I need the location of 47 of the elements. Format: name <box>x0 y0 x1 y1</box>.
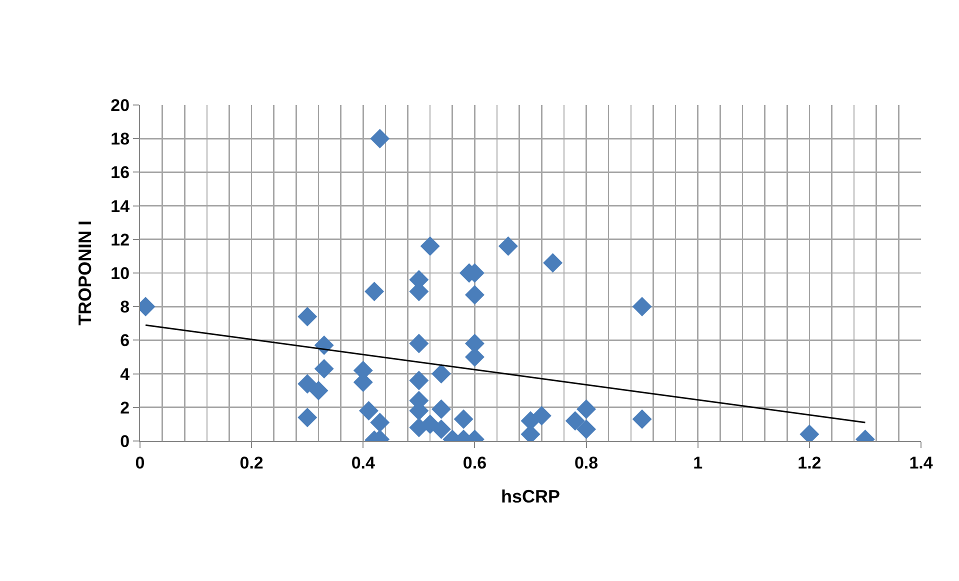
x-tick-label: 0.6 <box>462 453 487 472</box>
y-tick-label: 10 <box>110 264 130 283</box>
y-axis-title: TROPONIN I <box>74 220 95 326</box>
y-tick-label: 2 <box>120 398 130 418</box>
point <box>431 399 451 419</box>
point <box>431 364 451 384</box>
point <box>532 406 552 426</box>
x-tick-label: 1.4 <box>909 453 934 472</box>
x-tick-label: 1 <box>693 453 703 472</box>
point <box>632 409 652 429</box>
point <box>364 282 384 302</box>
point <box>565 411 585 431</box>
point <box>420 236 440 256</box>
x-tick-label: 0.4 <box>351 453 376 472</box>
y-tick-label: 12 <box>110 230 130 250</box>
point <box>358 401 378 421</box>
point <box>308 380 328 400</box>
y-tick-label: 6 <box>120 331 130 350</box>
x-axis-title: hsCRP <box>500 486 560 506</box>
x-tick-label: 0.8 <box>574 453 598 472</box>
point <box>370 412 390 432</box>
point <box>454 409 474 429</box>
point <box>498 236 518 256</box>
x-tick-label: 0 <box>135 453 145 472</box>
y-tick-label: 18 <box>110 130 130 149</box>
point <box>576 419 596 439</box>
y-tick-label: 20 <box>110 96 130 115</box>
point <box>543 253 563 273</box>
point <box>409 370 429 390</box>
point <box>298 408 318 428</box>
y-tick-label: 0 <box>120 432 130 451</box>
point <box>632 296 652 316</box>
point <box>298 306 318 326</box>
point <box>464 285 484 305</box>
point <box>409 334 429 354</box>
point <box>314 359 334 379</box>
y-tick-label: 14 <box>110 196 130 216</box>
point <box>314 335 334 355</box>
x-tick-label: 0.2 <box>240 453 264 472</box>
x-tick-label: 1.2 <box>798 453 822 472</box>
point <box>298 374 318 394</box>
point <box>576 399 596 419</box>
y-tick-label: 4 <box>120 364 130 384</box>
point <box>370 128 390 148</box>
point <box>431 419 451 439</box>
y-tick-label: 16 <box>110 163 130 182</box>
y-tick-label: 8 <box>120 298 130 317</box>
